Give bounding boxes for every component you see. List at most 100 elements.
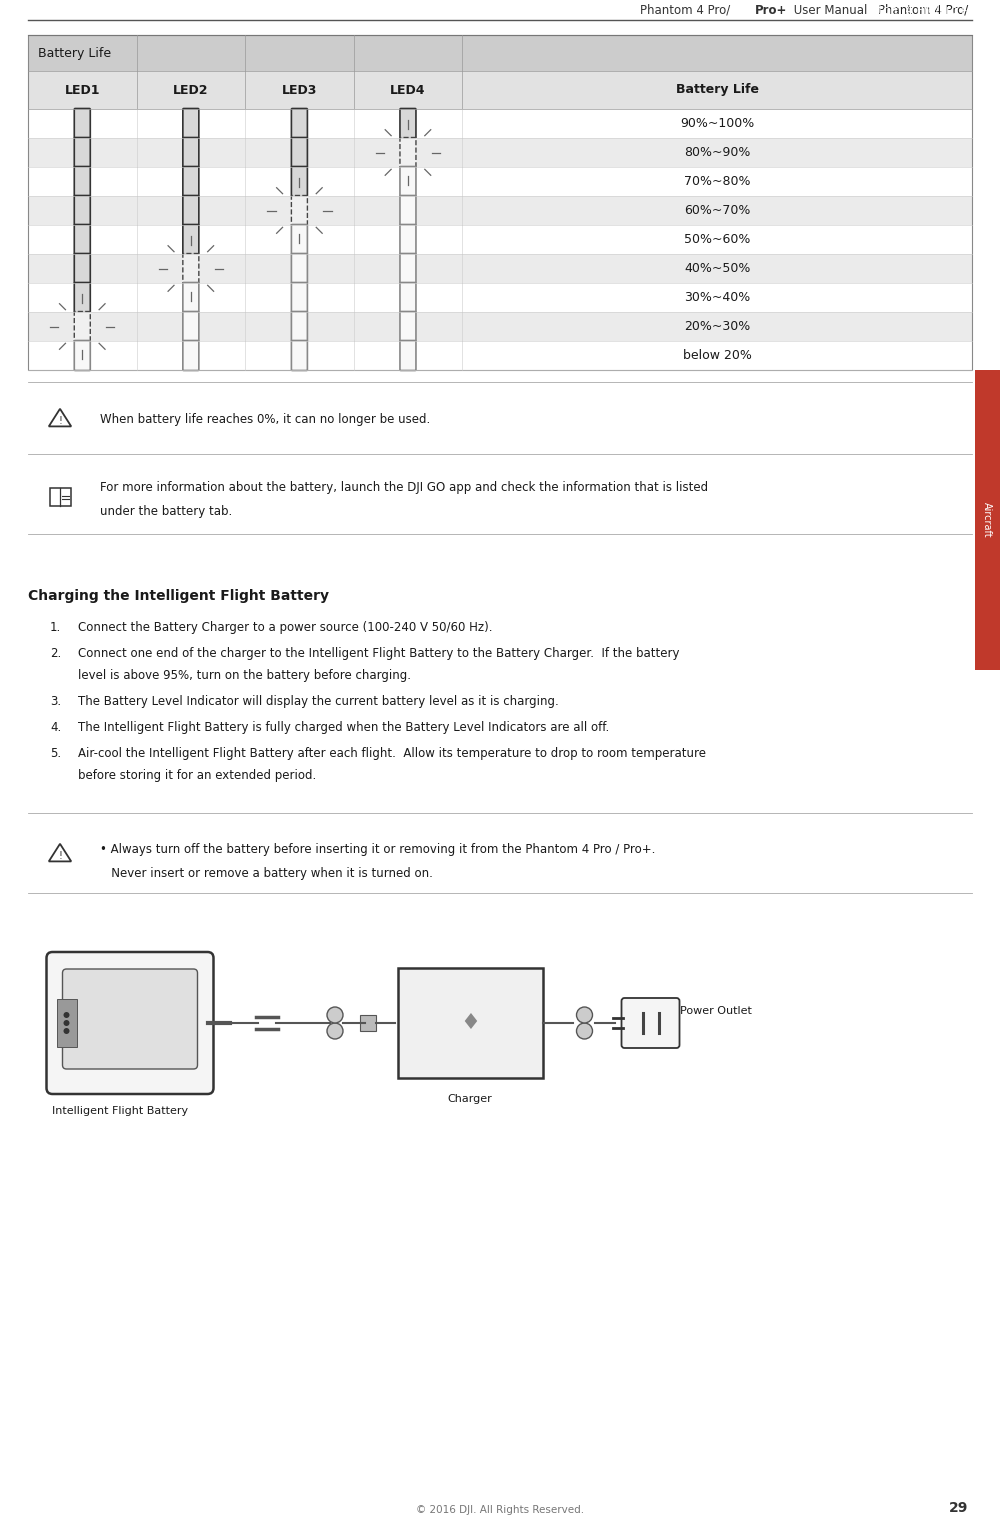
FancyBboxPatch shape: [400, 137, 416, 168]
FancyBboxPatch shape: [291, 311, 307, 342]
Text: User Manual: User Manual: [790, 3, 867, 17]
Text: 40%~50%: 40%~50%: [684, 262, 750, 276]
FancyBboxPatch shape: [183, 282, 199, 313]
FancyBboxPatch shape: [291, 254, 307, 283]
Bar: [28, 139, 972, 166]
Text: LED3: LED3: [282, 83, 317, 97]
Text: 4.: 4.: [50, 721, 61, 735]
Text: level is above 95%, turn on the battery before charging.: level is above 95%, turn on the battery …: [78, 668, 411, 682]
FancyBboxPatch shape: [183, 196, 199, 225]
FancyBboxPatch shape: [183, 225, 199, 254]
FancyBboxPatch shape: [74, 196, 90, 225]
Text: Pro+: Pro+: [755, 3, 787, 17]
Text: 80%~90%: 80%~90%: [684, 146, 750, 159]
Text: Battery Life: Battery Life: [676, 83, 759, 97]
FancyBboxPatch shape: [183, 311, 199, 342]
Text: Battery Life: Battery Life: [38, 46, 111, 60]
FancyBboxPatch shape: [74, 254, 90, 283]
FancyBboxPatch shape: [291, 166, 307, 197]
FancyBboxPatch shape: [74, 225, 90, 254]
FancyBboxPatch shape: [74, 137, 90, 168]
Text: !: !: [58, 850, 62, 861]
Bar: [28, 35, 972, 71]
Text: Air-cool the Intelligent Flight Battery after each flight.  Allow its temperatur: Air-cool the Intelligent Flight Battery …: [78, 747, 706, 761]
Ellipse shape: [327, 1007, 343, 1023]
FancyBboxPatch shape: [400, 196, 416, 225]
Text: For more information about the battery, launch the DJI GO app and check the info: For more information about the battery, …: [100, 480, 708, 493]
Bar: [28, 225, 972, 254]
FancyBboxPatch shape: [400, 254, 416, 283]
FancyBboxPatch shape: [74, 108, 90, 139]
Text: Power Outlet: Power Outlet: [680, 1006, 752, 1016]
Bar: [56, 999, 76, 1047]
Text: 29: 29: [949, 1502, 968, 1515]
Text: 1.: 1.: [50, 621, 61, 634]
FancyBboxPatch shape: [183, 340, 199, 371]
Text: © 2016 DJI. All Rights Reserved.: © 2016 DJI. All Rights Reserved.: [416, 1505, 584, 1515]
Text: 2.: 2.: [50, 647, 61, 661]
Bar: [28, 196, 972, 225]
Bar: [28, 109, 972, 139]
FancyBboxPatch shape: [291, 225, 307, 254]
FancyBboxPatch shape: [291, 137, 307, 168]
Text: before storing it for an extended period.: before storing it for an extended period…: [78, 768, 316, 782]
Bar: [50, 488, 70, 507]
Bar: [28, 35, 972, 370]
Ellipse shape: [576, 1007, 592, 1023]
Bar: [28, 340, 972, 370]
Text: 20%~30%: 20%~30%: [684, 320, 750, 333]
Text: LED4: LED4: [390, 83, 426, 97]
Text: 50%~60%: 50%~60%: [684, 233, 750, 246]
Bar: [398, 969, 542, 1078]
Bar: [28, 313, 972, 340]
Text: Connect the Battery Charger to a power source (100-240 V 50/60 Hz).: Connect the Battery Charger to a power s…: [78, 621, 492, 634]
Text: 70%~80%: 70%~80%: [684, 176, 750, 188]
FancyBboxPatch shape: [400, 282, 416, 313]
FancyBboxPatch shape: [400, 311, 416, 342]
Text: ♦: ♦: [460, 1013, 480, 1033]
FancyBboxPatch shape: [183, 137, 199, 168]
Text: 3.: 3.: [50, 695, 61, 708]
Bar: [28, 254, 972, 283]
Text: 30%~40%: 30%~40%: [684, 291, 750, 303]
Ellipse shape: [576, 1023, 592, 1040]
FancyBboxPatch shape: [183, 254, 199, 283]
Text: 90%~100%: 90%~100%: [680, 117, 754, 129]
FancyBboxPatch shape: [400, 225, 416, 254]
FancyBboxPatch shape: [183, 108, 199, 139]
Text: When battery life reaches 0%, it can no longer be used.: When battery life reaches 0%, it can no …: [100, 414, 430, 427]
FancyBboxPatch shape: [291, 340, 307, 371]
FancyBboxPatch shape: [46, 952, 214, 1093]
Text: LED1: LED1: [65, 83, 100, 97]
Text: below 20%: below 20%: [683, 350, 752, 362]
Text: 60%~70%: 60%~70%: [684, 203, 750, 217]
Text: Connect one end of the charger to the Intelligent Flight Battery to the Battery : Connect one end of the charger to the In…: [78, 647, 680, 661]
Text: Phantom 4 Pro/Pro+: Phantom 4 Pro/Pro+: [849, 3, 968, 17]
Circle shape: [64, 1012, 70, 1018]
Circle shape: [64, 1029, 70, 1033]
Text: 5.: 5.: [50, 747, 61, 761]
FancyBboxPatch shape: [291, 108, 307, 139]
Text: under the battery tab.: under the battery tab.: [100, 505, 232, 517]
FancyBboxPatch shape: [291, 282, 307, 313]
FancyBboxPatch shape: [62, 969, 198, 1069]
Bar: [28, 166, 972, 196]
Text: Intelligent Flight Battery: Intelligent Flight Battery: [52, 1106, 189, 1116]
Text: The Intelligent Flight Battery is fully charged when the Battery Level Indicator: The Intelligent Flight Battery is fully …: [78, 721, 609, 735]
FancyBboxPatch shape: [400, 108, 416, 139]
FancyBboxPatch shape: [291, 196, 307, 225]
Text: • Always turn off the battery before inserting it or removing it from the Phanto: • Always turn off the battery before ins…: [100, 842, 655, 856]
Bar: [975, 370, 1000, 670]
Bar: [360, 1015, 376, 1030]
Text: Aircraft: Aircraft: [982, 502, 992, 537]
FancyBboxPatch shape: [183, 166, 199, 197]
FancyBboxPatch shape: [400, 166, 416, 197]
Text: Charger: Charger: [448, 1093, 492, 1104]
Text: !: !: [58, 416, 62, 425]
Text: Charging the Intelligent Flight Battery: Charging the Intelligent Flight Battery: [28, 588, 329, 604]
FancyBboxPatch shape: [74, 166, 90, 197]
Circle shape: [64, 1019, 70, 1026]
FancyBboxPatch shape: [74, 282, 90, 313]
FancyBboxPatch shape: [622, 998, 680, 1049]
Text: The Battery Level Indicator will display the current battery level as it is char: The Battery Level Indicator will display…: [78, 695, 559, 708]
